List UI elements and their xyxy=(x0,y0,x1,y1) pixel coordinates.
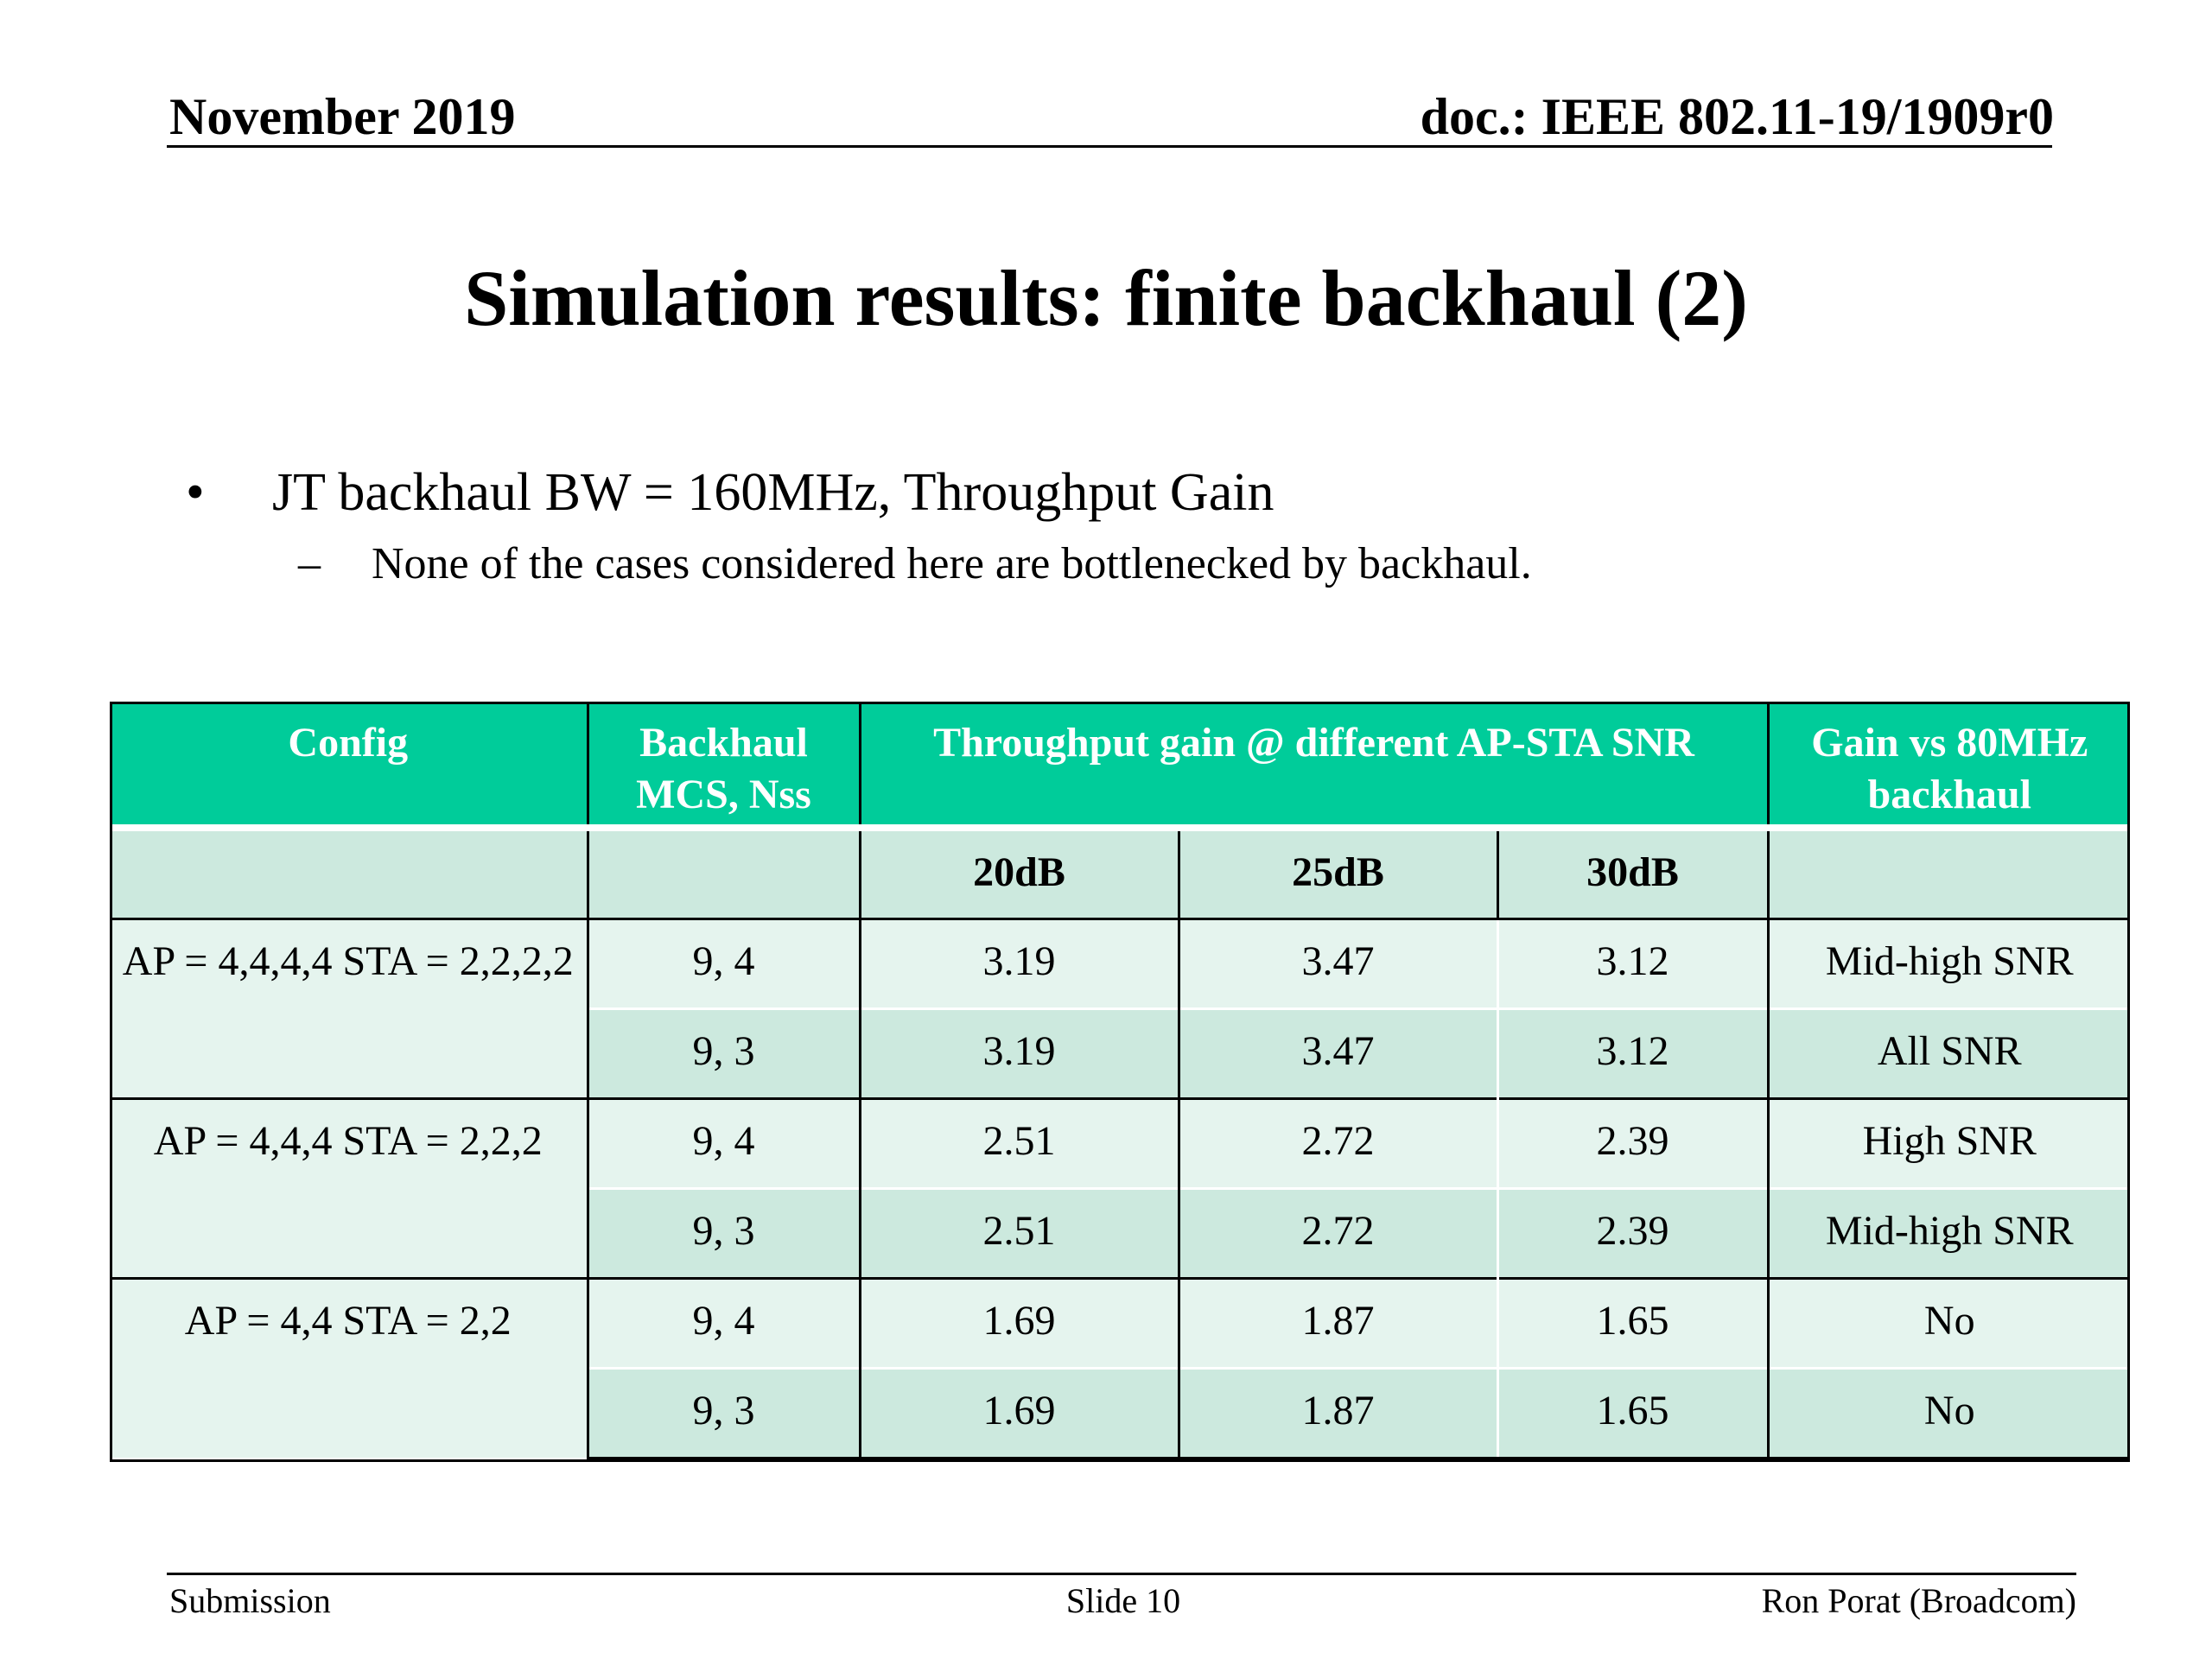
subheader-snr: 25dB xyxy=(1179,828,1499,920)
value-cell: 3.12 xyxy=(1497,1007,1770,1098)
gain-cell: No xyxy=(1768,1276,2130,1368)
header-config: Config xyxy=(110,702,589,831)
value-cell: 1.87 xyxy=(1179,1366,1499,1459)
value-cell: 3.47 xyxy=(1179,1007,1499,1098)
mcs-cell: 9, 4 xyxy=(588,917,861,1008)
footer-slide-number: Slide 10 xyxy=(1065,1581,1181,1620)
value-cell: 3.19 xyxy=(860,1007,1180,1098)
footer-rule xyxy=(167,1573,2076,1575)
slide-title: Simulation results: finite backhaul (2) xyxy=(464,254,1748,342)
bullet-marker: • xyxy=(186,463,205,522)
footer-author: Ron Porat (Broadcom) xyxy=(1761,1581,2076,1620)
value-cell: 3.47 xyxy=(1179,917,1499,1008)
header-throughput: Throughput gain @ different AP-STA SNR xyxy=(860,702,1770,831)
table-row: AP = 4,4,4,4 STA = 2,2,2,2 9, 4 3.19 3.4… xyxy=(110,917,2130,1098)
subheader-snr: 30dB xyxy=(1497,828,1770,920)
gain-cell: No xyxy=(1768,1366,2130,1459)
gain-cell: Mid-high SNR xyxy=(1768,1186,2130,1278)
value-cell: 3.12 xyxy=(1497,917,1770,1008)
mcs-cell: 9, 4 xyxy=(588,1096,861,1188)
value-cell: 2.72 xyxy=(1179,1096,1499,1188)
bullet-text: JT backhaul BW = 160MHz, Throughput Gain xyxy=(272,463,1274,522)
table-subheader-row: 20dB 25dB 30dB xyxy=(110,828,2130,920)
config-cell: AP = 4,4,4 STA = 2,2,2 xyxy=(110,1096,589,1278)
value-cell: 2.51 xyxy=(860,1186,1180,1278)
value-cell: 2.39 xyxy=(1497,1186,1770,1278)
table-header-row: Config Backhaul MCS, Nss Throughput gain… xyxy=(110,702,2130,831)
table-row: 9, 3 1.69 1.87 1.65 No xyxy=(110,1366,2130,1459)
table-row: 9, 3 3.19 3.47 3.12 All SNR xyxy=(110,1007,2130,1098)
bullet-item: • JT backhaul BW = 160MHz, Throughput Gai… xyxy=(186,460,1274,525)
subheader-empty xyxy=(588,828,861,920)
value-cell: 1.65 xyxy=(1497,1366,1770,1459)
mcs-cell: 9, 4 xyxy=(588,1276,861,1368)
value-cell: 2.39 xyxy=(1497,1096,1770,1188)
table-row: AP = 4,4 STA = 2,2 9, 4 1.69 1.87 1.65 N… xyxy=(110,1276,2130,1458)
footer-submission: Submission xyxy=(169,1581,331,1620)
sub-bullet-text: None of the cases considered here are bo… xyxy=(372,539,1532,588)
results-table: Config Backhaul MCS, Nss Throughput gain… xyxy=(110,702,2130,1459)
value-cell: 2.72 xyxy=(1179,1186,1499,1278)
config-cell: AP = 4,4,4,4 STA = 2,2,2,2 xyxy=(110,917,589,1098)
value-cell: 1.69 xyxy=(860,1366,1180,1459)
header-date: November 2019 xyxy=(169,88,516,145)
value-cell: 1.69 xyxy=(860,1276,1180,1368)
gain-cell: High SNR xyxy=(1768,1096,2130,1188)
mcs-cell: 9, 3 xyxy=(588,1366,861,1459)
value-cell: 1.87 xyxy=(1179,1276,1499,1368)
subheader-snr: 20dB xyxy=(860,828,1180,920)
header-backhaul: Backhaul MCS, Nss xyxy=(588,702,861,831)
mcs-cell: 9, 3 xyxy=(588,1186,861,1278)
header-rule xyxy=(167,145,2052,148)
table-row: 9, 3 2.51 2.72 2.39 Mid-high SNR xyxy=(110,1186,2130,1278)
subheader-empty xyxy=(110,828,589,920)
table-row: AP = 4,4,4 STA = 2,2,2 9, 4 2.51 2.72 2.… xyxy=(110,1096,2130,1278)
gain-cell: All SNR xyxy=(1768,1007,2130,1098)
config-cell: AP = 4,4 STA = 2,2 xyxy=(110,1276,589,1458)
subheader-empty xyxy=(1768,828,2130,920)
value-cell: 2.51 xyxy=(860,1096,1180,1188)
header-doc-id: doc.: IEEE 802.11-19/1909r0 xyxy=(1420,88,2054,145)
header-gain: Gain vs 80MHz backhaul xyxy=(1768,702,2130,831)
sub-bullet-marker: – xyxy=(298,539,321,588)
sub-bullet-item: – None of the cases considered here are b… xyxy=(298,536,1532,593)
gain-cell: Mid-high SNR xyxy=(1768,917,2130,1008)
value-cell: 3.19 xyxy=(860,917,1180,1008)
mcs-cell: 9, 3 xyxy=(588,1007,861,1098)
value-cell: 1.65 xyxy=(1497,1276,1770,1368)
